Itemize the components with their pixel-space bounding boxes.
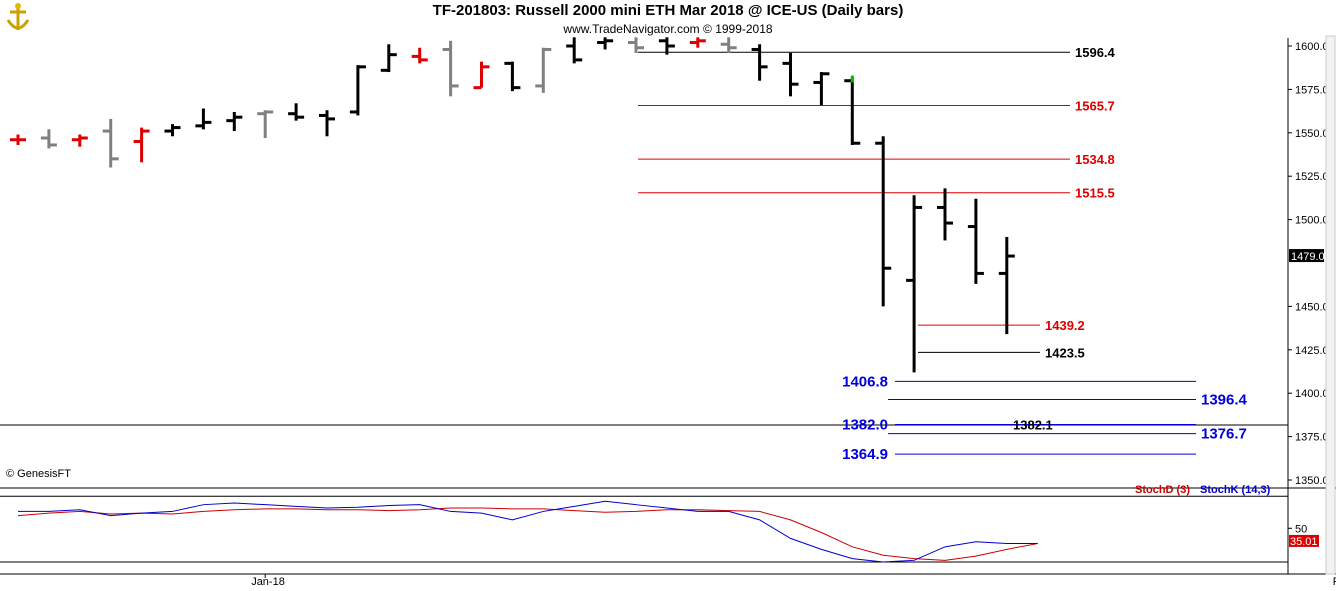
level-label: 1382.1 bbox=[1013, 417, 1053, 432]
level-label: 1439.2 bbox=[1045, 318, 1085, 333]
trade-navigator-logo-icon bbox=[4, 2, 32, 36]
ohlc-bar bbox=[813, 72, 830, 106]
ohlc-bar bbox=[937, 188, 953, 241]
time-tick-label: Jan-18 bbox=[251, 576, 285, 588]
ohlc-bar bbox=[875, 136, 892, 307]
ohlc-bar bbox=[411, 47, 428, 64]
ohlc-bar bbox=[102, 118, 119, 168]
ohlc-bar bbox=[319, 110, 335, 137]
legend-stochk: StochK (14,3) bbox=[1200, 484, 1271, 496]
level-label: 1364.9 bbox=[842, 446, 888, 463]
ohlc-bar bbox=[844, 77, 861, 145]
ohlc-bar bbox=[10, 134, 26, 145]
ohlc-bar bbox=[906, 195, 923, 373]
ohlc-bar bbox=[967, 198, 984, 284]
level-label: 1596.4 bbox=[1075, 45, 1116, 60]
ohlc-bar bbox=[658, 37, 675, 55]
stoch-series-line bbox=[17, 507, 1038, 561]
level-label: 1565.7 bbox=[1075, 99, 1115, 114]
ohlc-bar bbox=[597, 37, 614, 50]
ohlc-bar bbox=[442, 40, 459, 97]
ohlc-bar bbox=[133, 127, 150, 163]
level-label: 1406.8 bbox=[842, 373, 888, 390]
stoch-last-marker bbox=[1289, 534, 1319, 547]
ohlc-bar bbox=[71, 134, 88, 147]
ohlc-bar bbox=[226, 111, 243, 132]
price-tick-label: 1600.0 bbox=[1295, 41, 1329, 53]
ohlc-bar bbox=[689, 37, 706, 48]
ohlc-bar bbox=[380, 44, 397, 73]
ohlc-bar bbox=[998, 236, 1015, 335]
ohlc-bar bbox=[288, 103, 305, 121]
ohlc-bar bbox=[164, 124, 181, 137]
price-tick-label: 1550.0 bbox=[1295, 128, 1329, 140]
ohlc-bar bbox=[473, 61, 490, 90]
price-tick-label: 1425.0 bbox=[1295, 345, 1329, 357]
ohlc-bar bbox=[720, 37, 737, 53]
level-label: 1376.7 bbox=[1201, 426, 1247, 443]
price-tick-label: 1350.0 bbox=[1295, 475, 1329, 487]
watermark: © GenesisFT bbox=[6, 468, 71, 480]
last-price-label: 1479.0 bbox=[1291, 251, 1325, 263]
stoch-last-label: 35.01 bbox=[1290, 536, 1318, 548]
ohlc-bar bbox=[566, 37, 583, 64]
price-tick-label: 1400.0 bbox=[1295, 388, 1329, 400]
chart-subtitle: www.TradeNavigator.com © 1999-2018 bbox=[563, 22, 773, 36]
price-tick-label: 1525.0 bbox=[1295, 171, 1329, 183]
legend-stochd: StochD (3) bbox=[1135, 484, 1190, 496]
ohlc-bar bbox=[751, 44, 768, 81]
stoch-tick-label: 50 bbox=[1295, 523, 1307, 535]
ohlc-bar bbox=[535, 47, 552, 93]
level-label: 1423.5 bbox=[1045, 345, 1085, 360]
ohlc-bar bbox=[195, 108, 212, 130]
time-tick-label: Feb-18 bbox=[1333, 576, 1336, 588]
ohlc-bar bbox=[349, 65, 366, 116]
level-label: 1396.4 bbox=[1201, 391, 1248, 408]
ohlc-bar bbox=[782, 52, 799, 97]
stoch-series-line bbox=[18, 500, 1038, 563]
price-tick-label: 1575.0 bbox=[1295, 84, 1329, 96]
ohlc-bar bbox=[40, 129, 57, 149]
price-tick-label: 1500.0 bbox=[1295, 215, 1329, 227]
last-price-marker bbox=[1289, 249, 1324, 263]
ohlc-bar bbox=[628, 37, 644, 53]
level-label: 1534.8 bbox=[1075, 152, 1115, 167]
level-label: 1515.5 bbox=[1075, 186, 1115, 201]
ohlc-bar bbox=[504, 61, 521, 92]
level-label: 1382.0 bbox=[842, 416, 888, 433]
right-edge-bar bbox=[1325, 35, 1336, 575]
chart-title: TF-201803: Russell 2000 mini ETH Mar 201… bbox=[432, 2, 904, 19]
price-tick-label: 1450.0 bbox=[1295, 301, 1329, 313]
price-tick-label: 1375.0 bbox=[1295, 432, 1329, 444]
ohlc-bar bbox=[257, 110, 274, 139]
